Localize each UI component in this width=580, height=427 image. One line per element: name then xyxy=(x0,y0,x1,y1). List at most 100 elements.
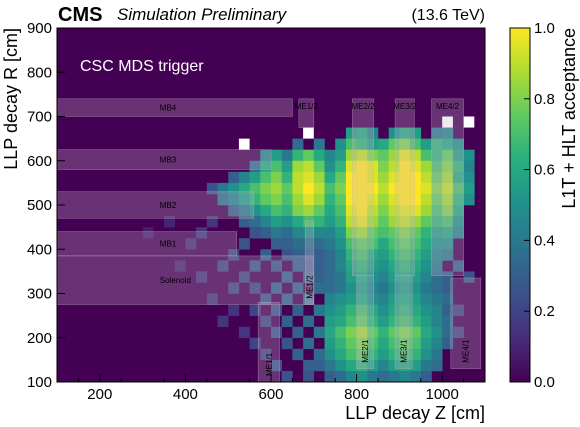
cms-label: CMS xyxy=(58,4,102,26)
heatmap-bin xyxy=(313,271,325,283)
heatmap-bin xyxy=(388,359,400,372)
heatmap-bin xyxy=(217,260,229,272)
heatmap-bin xyxy=(345,127,357,139)
heatmap-bin xyxy=(356,238,368,250)
station-label: Solenoid xyxy=(160,276,191,285)
heatmap-bin xyxy=(335,370,347,383)
heatmap-bin xyxy=(303,149,315,162)
heatmap-bin xyxy=(410,370,422,383)
heatmap-bin xyxy=(271,282,282,294)
heatmap-bin xyxy=(238,182,250,195)
heatmap-bin xyxy=(313,249,325,261)
heatmap-bin xyxy=(335,138,347,150)
heatmap-bin xyxy=(249,171,261,184)
heatmap-bin xyxy=(271,182,282,195)
heatmap-bin xyxy=(378,271,389,283)
heatmap-bin xyxy=(452,304,464,316)
heatmap-bin xyxy=(356,205,368,217)
heatmap-bin xyxy=(420,304,432,316)
heatmap-bin xyxy=(281,193,293,206)
heatmap-bin xyxy=(367,370,379,383)
heatmap-bin xyxy=(345,171,357,184)
station-region xyxy=(394,275,413,370)
heatmap-bin xyxy=(420,193,432,206)
heatmap-bin xyxy=(420,238,432,250)
station-region xyxy=(356,275,375,370)
saturated-bin xyxy=(463,116,475,128)
heatmap-bin xyxy=(442,271,454,283)
heatmap-bin xyxy=(345,193,357,206)
heatmap-bin xyxy=(388,238,400,250)
heatmap-bin xyxy=(463,160,475,173)
heatmap-bin xyxy=(292,282,304,294)
heatmap-bin xyxy=(303,359,315,372)
heatmap-bin xyxy=(442,171,454,184)
heatmap-bin xyxy=(335,326,347,339)
heatmap-bin xyxy=(356,227,368,239)
heatmap-bin xyxy=(410,293,422,305)
heatmap-bin xyxy=(324,249,336,261)
heatmap-bin xyxy=(378,149,389,162)
colorbar-tick-label: 0.2 xyxy=(534,303,555,320)
heatmap-bin xyxy=(324,304,336,316)
energy-label: (13.6 TeV) xyxy=(411,7,485,24)
heatmap-bin xyxy=(356,216,368,228)
heatmap-bin xyxy=(345,138,357,150)
heatmap-bin xyxy=(260,182,272,195)
heatmap-bin xyxy=(378,260,389,272)
heatmap-bin xyxy=(313,238,325,250)
heatmap-bin xyxy=(367,238,379,250)
heatmap-bin xyxy=(271,238,282,250)
heatmap-bin xyxy=(271,260,282,272)
heatmap-bin xyxy=(238,238,250,250)
heatmap-bin xyxy=(410,160,422,173)
heatmap-bin xyxy=(399,171,411,184)
heatmap-bin xyxy=(196,227,208,239)
heatmap-bin xyxy=(420,293,432,305)
heatmap-bin xyxy=(388,127,400,139)
heatmap-bin xyxy=(335,271,347,283)
heatmap-bin xyxy=(367,315,379,327)
heatmap-bin xyxy=(356,304,368,316)
heatmap-bin xyxy=(324,227,336,239)
heatmap-bin xyxy=(367,348,379,361)
station-label: ME1/3 xyxy=(295,102,319,111)
heatmap-bin xyxy=(303,216,315,228)
heatmap-bin xyxy=(292,182,304,195)
heatmap-bin xyxy=(335,227,347,239)
heatmap-bin xyxy=(431,216,443,228)
detector-stations: MB4 MB3 MB2 MB1 Solenoid ME1/3 ME2/2 ME3/2 ME4/2… xyxy=(56,98,482,383)
heatmap-bin xyxy=(303,293,315,305)
heatmap-bin xyxy=(431,315,443,327)
station-region xyxy=(352,98,375,277)
heatmap-bin xyxy=(410,182,422,195)
heatmap-bin xyxy=(228,182,240,195)
heatmap-bin xyxy=(324,238,336,250)
heatmap-bin xyxy=(345,293,357,305)
heatmap-bin xyxy=(281,238,293,250)
heatmap-bin xyxy=(378,193,389,206)
heatmap-bin xyxy=(388,216,400,228)
heatmap-bin xyxy=(410,326,422,339)
heatmap-bin xyxy=(442,205,454,217)
heatmap-bin xyxy=(335,149,347,162)
heatmap-bin xyxy=(367,182,379,195)
heatmap-bin xyxy=(345,249,357,261)
heatmap-bin xyxy=(313,326,325,339)
colorbar-tick-label: 1.0 xyxy=(534,20,555,37)
heatmap-bin xyxy=(174,260,186,272)
heatmap-bin xyxy=(345,238,357,250)
heatmap-bin xyxy=(431,359,443,372)
heatmap-bin xyxy=(292,171,304,184)
heatmap-bin xyxy=(452,138,464,150)
heatmap-bin xyxy=(292,304,304,316)
colorbar-tick-label: 0.8 xyxy=(534,91,555,108)
heatmap-bin xyxy=(410,260,422,272)
heatmap-bin xyxy=(260,193,272,206)
heatmap-bin xyxy=(378,282,389,294)
heatmap-bin xyxy=(420,160,432,173)
heatmap-bin xyxy=(388,337,400,350)
heatmap-bin xyxy=(367,293,379,305)
heatmap-bin xyxy=(303,337,315,350)
heatmap-bin xyxy=(442,293,454,305)
